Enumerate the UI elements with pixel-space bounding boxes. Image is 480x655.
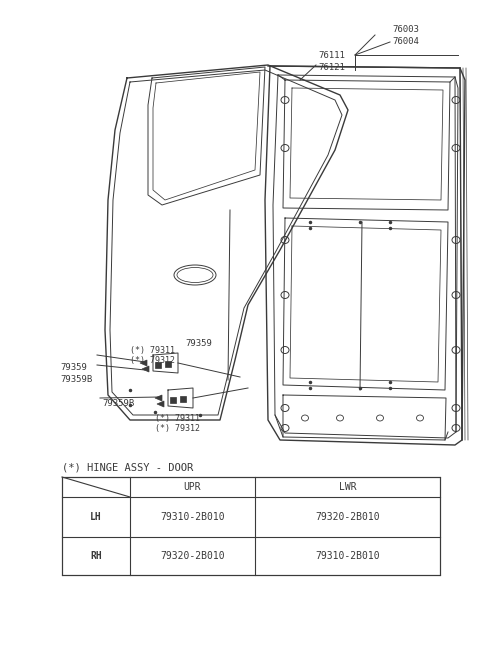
Text: 79359: 79359 bbox=[185, 339, 212, 348]
Polygon shape bbox=[155, 395, 162, 401]
Polygon shape bbox=[140, 360, 147, 366]
Text: LWR: LWR bbox=[339, 482, 356, 492]
Polygon shape bbox=[142, 366, 149, 372]
Text: LH: LH bbox=[90, 512, 102, 522]
Text: 79359B: 79359B bbox=[102, 398, 134, 407]
Polygon shape bbox=[170, 397, 176, 403]
Text: 79320-2B010: 79320-2B010 bbox=[160, 551, 225, 561]
Polygon shape bbox=[155, 362, 161, 368]
Text: 79310-2B010: 79310-2B010 bbox=[160, 512, 225, 522]
Text: 76111: 76111 bbox=[318, 50, 345, 60]
Text: (*) 79311: (*) 79311 bbox=[130, 345, 175, 354]
Text: 76003: 76003 bbox=[392, 26, 419, 35]
Text: (*) 79312: (*) 79312 bbox=[130, 356, 175, 364]
Text: 79320-2B010: 79320-2B010 bbox=[315, 512, 380, 522]
Text: 79359: 79359 bbox=[60, 364, 87, 373]
Bar bbox=[62, 477, 440, 575]
Polygon shape bbox=[180, 396, 186, 402]
Text: 79359B: 79359B bbox=[60, 375, 92, 384]
Text: UPR: UPR bbox=[184, 482, 201, 492]
Polygon shape bbox=[157, 401, 164, 407]
Text: 76004: 76004 bbox=[392, 37, 419, 47]
Text: (*) HINGE ASSY - DOOR: (*) HINGE ASSY - DOOR bbox=[62, 462, 193, 472]
Text: (*) 79312: (*) 79312 bbox=[155, 424, 200, 432]
Text: 76121: 76121 bbox=[318, 62, 345, 71]
Text: (*) 79311: (*) 79311 bbox=[155, 413, 200, 422]
Polygon shape bbox=[165, 361, 171, 367]
Text: 79310-2B010: 79310-2B010 bbox=[315, 551, 380, 561]
Text: RH: RH bbox=[90, 551, 102, 561]
